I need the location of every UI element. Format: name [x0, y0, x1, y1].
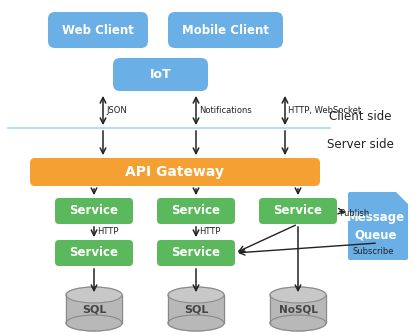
Text: API Gateway: API Gateway: [125, 165, 224, 179]
FancyBboxPatch shape: [48, 12, 147, 48]
Ellipse shape: [269, 287, 325, 303]
Text: Server side: Server side: [326, 137, 392, 150]
FancyBboxPatch shape: [113, 58, 207, 91]
Text: IoT: IoT: [150, 68, 171, 81]
Ellipse shape: [269, 315, 325, 331]
FancyBboxPatch shape: [259, 198, 336, 224]
Text: Service: Service: [273, 204, 322, 217]
FancyBboxPatch shape: [30, 158, 319, 186]
Text: HTTP: HTTP: [97, 227, 118, 237]
FancyBboxPatch shape: [55, 240, 133, 266]
Text: Message
Queue: Message Queue: [346, 211, 404, 241]
Ellipse shape: [168, 287, 223, 303]
FancyBboxPatch shape: [157, 198, 235, 224]
Bar: [168, 295, 223, 323]
Text: Subscribe: Subscribe: [352, 247, 394, 256]
FancyBboxPatch shape: [55, 198, 133, 224]
Bar: [269, 295, 325, 323]
Text: SQL: SQL: [82, 304, 106, 314]
Text: Service: Service: [171, 247, 220, 260]
Text: HTTP, WebSocket: HTTP, WebSocket: [287, 106, 360, 115]
FancyBboxPatch shape: [168, 12, 282, 48]
Text: Web Client: Web Client: [62, 23, 134, 37]
Text: HTTP: HTTP: [199, 227, 220, 237]
Text: Mobile Client: Mobile Client: [182, 23, 268, 37]
Text: Notifications: Notifications: [199, 106, 251, 115]
Text: Publish: Publish: [338, 208, 368, 217]
Ellipse shape: [168, 315, 223, 331]
Text: Service: Service: [171, 204, 220, 217]
Text: Client side: Client side: [328, 110, 390, 123]
Bar: [66, 295, 122, 323]
Text: SQL: SQL: [183, 304, 208, 314]
Text: NoSQL: NoSQL: [278, 304, 317, 314]
Ellipse shape: [66, 315, 122, 331]
Ellipse shape: [66, 287, 122, 303]
Text: Service: Service: [69, 247, 118, 260]
Text: JSON: JSON: [106, 106, 126, 115]
FancyBboxPatch shape: [157, 240, 235, 266]
Text: Service: Service: [69, 204, 118, 217]
FancyBboxPatch shape: [347, 192, 407, 260]
Polygon shape: [395, 192, 407, 204]
